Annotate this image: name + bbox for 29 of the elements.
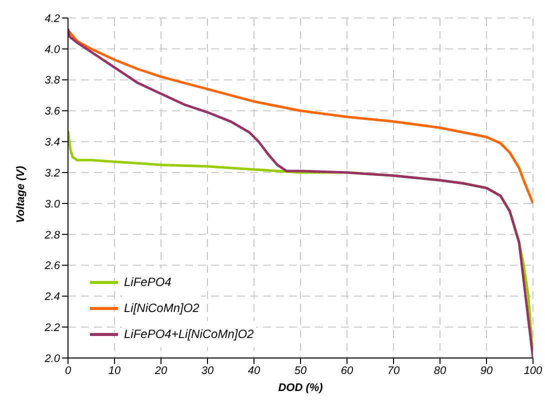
legend-label: Li[NiCoMn]O2: [122, 295, 202, 321]
y-tick-label: 3.0: [44, 198, 61, 210]
line-series: [68, 29, 533, 205]
y-tick-label: 2.2: [44, 322, 60, 334]
x-tick-label: 70: [387, 364, 400, 377]
y-tick-label: 3.4: [44, 136, 60, 149]
y-tick-label: 2.0: [44, 352, 61, 365]
y-tick-label: 4.2: [44, 12, 60, 25]
y-tick-label: 2.8: [44, 229, 61, 242]
y-tick-label: 2.6: [44, 260, 61, 272]
x-tick-label: 80: [434, 364, 447, 377]
x-tick-label: 30: [201, 364, 214, 377]
y-tick-label: 3.8: [44, 74, 61, 87]
x-tick-label: 60: [340, 364, 354, 377]
y-axis-title: Voltage (V): [14, 166, 27, 223]
legend-label: LiFePO4+Li[NiCoMn]O2: [122, 321, 256, 347]
legend-label: LiFePO4: [122, 269, 174, 295]
y-tick-label: 2.4: [44, 291, 60, 304]
x-tick-label: 50: [294, 364, 308, 377]
x-tick-label: 90: [480, 364, 494, 377]
y-tick-label: 4.0: [44, 44, 61, 56]
y-tick-label: 3.6: [44, 106, 61, 118]
x-tick-label: 40: [248, 364, 261, 377]
y-tick-label: 3.2: [44, 167, 60, 180]
x-tick-label: 10: [108, 364, 122, 377]
x-tick-label: 0: [64, 364, 72, 377]
x-axis-title: DOD (%): [278, 382, 324, 394]
x-tick-label: 20: [154, 364, 168, 377]
x-tick-label: 100: [524, 364, 544, 377]
